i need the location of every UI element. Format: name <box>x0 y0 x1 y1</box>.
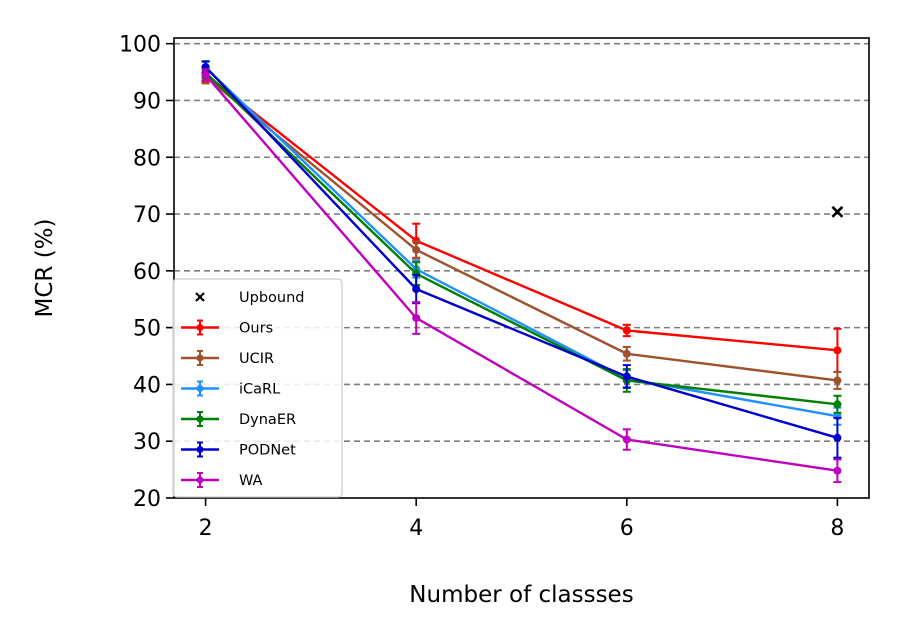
series-line-dynaer <box>204 71 838 406</box>
data-point <box>201 70 210 79</box>
y-axis: 20 30 40 50 60 70 80 90 100 <box>119 33 174 512</box>
data-point <box>833 346 842 355</box>
data-point <box>833 466 842 475</box>
legend: Upbound Ours UCIR iCaRL DynaER PODNet WA <box>172 278 343 498</box>
data-point <box>412 313 421 322</box>
x-axis: 2 4 6 8 <box>199 498 844 541</box>
data-point <box>622 372 631 381</box>
data-point <box>833 433 842 442</box>
legend-label-ucir: UCIR <box>239 351 274 367</box>
y-tick-label: 60 <box>133 260 161 285</box>
legend-label-dynaer: DynaER <box>239 412 296 428</box>
legend-marker-icarl <box>196 385 204 392</box>
upbound-marker-group <box>831 205 844 218</box>
series-line-wa <box>204 74 838 472</box>
y-tick-label: 80 <box>133 146 161 171</box>
legend-label-podnet: PODNet <box>239 443 296 459</box>
y-tick-label: 70 <box>133 203 161 228</box>
series-group <box>201 60 842 484</box>
data-point <box>622 326 631 335</box>
legend-marker-wa <box>196 476 204 484</box>
legend-marker-ours <box>196 324 204 331</box>
x-tick-label: 6 <box>620 516 634 541</box>
x-axis-label: Number of classses <box>409 582 633 608</box>
x-tick-label: 8 <box>830 516 844 541</box>
data-point <box>833 376 842 385</box>
y-tick-label: 30 <box>133 430 161 455</box>
series-line-podnet <box>204 66 838 439</box>
data-point <box>412 285 421 294</box>
legend-marker-ucir <box>196 354 204 362</box>
legend-label-upbound: Upbound <box>239 290 304 306</box>
y-tick-label: 90 <box>133 89 161 114</box>
y-tick-label: 40 <box>133 373 161 398</box>
series-line-ucir <box>204 75 838 382</box>
y-tick-label: 100 <box>119 33 161 58</box>
y-tick-label: 20 <box>133 487 161 512</box>
data-point <box>833 400 842 409</box>
legend-box <box>172 278 343 498</box>
y-tick-label: 50 <box>133 317 161 342</box>
series-wa <box>201 68 842 484</box>
legend-marker-podnet <box>196 446 204 453</box>
data-point <box>622 435 631 444</box>
x-tick-label: 2 <box>199 516 213 541</box>
x-tick-label: 4 <box>409 516 423 541</box>
y-axis-label: MCR (%) <box>32 219 58 318</box>
legend-label-icarl: iCaRL <box>239 382 280 398</box>
series-line-icarl <box>204 66 838 418</box>
plot-frame <box>173 37 870 499</box>
series-line-ours <box>204 73 838 352</box>
legend-label-wa: WA <box>239 473 263 489</box>
legend-label-ours: Ours <box>239 321 273 337</box>
legend-marker-upbound <box>195 292 205 302</box>
legend-marker-dynaer <box>196 415 204 423</box>
data-point <box>412 245 421 254</box>
upbound-marker <box>831 205 844 218</box>
data-point <box>622 349 631 358</box>
